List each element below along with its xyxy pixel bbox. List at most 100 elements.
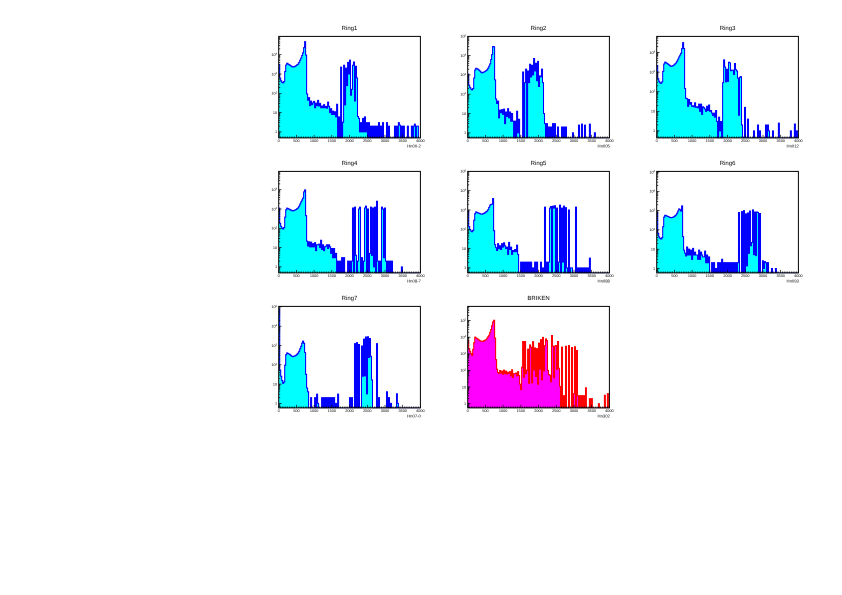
svg-text:2000: 2000	[345, 139, 353, 143]
svg-text:10: 10	[273, 111, 277, 115]
svg-text:105: 105	[460, 169, 466, 173]
svg-text:1500: 1500	[706, 139, 714, 143]
svg-text:103: 103	[271, 72, 277, 76]
svg-text:1500: 1500	[517, 409, 525, 413]
svg-text:500: 500	[482, 274, 488, 278]
svg-text:10: 10	[462, 385, 466, 389]
svg-text:1500: 1500	[328, 139, 336, 143]
svg-text:1: 1	[275, 402, 277, 406]
svg-text:3000: 3000	[381, 139, 389, 143]
svg-text:1: 1	[464, 402, 466, 406]
svg-text:1000: 1000	[310, 139, 318, 143]
svg-text:3000: 3000	[570, 139, 578, 143]
svg-text:103: 103	[271, 207, 277, 211]
svg-text:Hn012: Hn012	[787, 144, 800, 149]
svg-text:102: 102	[460, 92, 466, 96]
svg-text:1: 1	[275, 130, 277, 134]
svg-text:105: 105	[649, 170, 655, 174]
svg-text:3000: 3000	[570, 409, 578, 413]
svg-text:104: 104	[271, 188, 277, 192]
svg-text:1000: 1000	[688, 139, 696, 143]
svg-text:3000: 3000	[759, 139, 767, 143]
svg-text:1500: 1500	[328, 274, 336, 278]
svg-text:1: 1	[464, 131, 466, 135]
svg-text:103: 103	[460, 352, 466, 356]
svg-text:0: 0	[656, 274, 658, 278]
svg-text:0: 0	[278, 409, 280, 413]
svg-text:Hn08-7: Hn08-7	[407, 279, 421, 284]
svg-text:10: 10	[273, 382, 277, 386]
svg-text:500: 500	[293, 409, 299, 413]
svg-text:102: 102	[649, 90, 655, 94]
svg-text:0: 0	[278, 139, 280, 143]
svg-text:500: 500	[293, 139, 299, 143]
svg-text:2500: 2500	[741, 274, 749, 278]
svg-text:Hn00-2: Hn00-2	[407, 144, 421, 149]
svg-text:3500: 3500	[587, 139, 595, 143]
svg-text:1000: 1000	[310, 274, 318, 278]
svg-text:2500: 2500	[363, 409, 371, 413]
svg-text:103: 103	[649, 209, 655, 213]
svg-text:10: 10	[651, 110, 655, 114]
svg-text:102: 102	[271, 363, 277, 367]
svg-text:105: 105	[460, 34, 466, 38]
svg-text:4000: 4000	[605, 409, 613, 413]
svg-text:103: 103	[271, 344, 277, 348]
svg-text:Ring1: Ring1	[342, 25, 358, 32]
svg-text:2500: 2500	[552, 409, 560, 413]
svg-text:10: 10	[273, 246, 277, 250]
svg-text:104: 104	[460, 189, 466, 193]
svg-text:Hn07-0: Hn07-0	[407, 414, 421, 419]
svg-text:3500: 3500	[398, 274, 406, 278]
svg-text:1500: 1500	[517, 274, 525, 278]
svg-text:105: 105	[271, 305, 277, 309]
svg-text:102: 102	[649, 228, 655, 232]
svg-text:4000: 4000	[605, 274, 613, 278]
svg-text:10: 10	[462, 112, 466, 116]
svg-text:500: 500	[293, 274, 299, 278]
svg-text:Ring5: Ring5	[531, 160, 547, 167]
svg-text:103: 103	[460, 208, 466, 212]
svg-text:1000: 1000	[499, 274, 507, 278]
svg-text:500: 500	[482, 409, 488, 413]
svg-text:1000: 1000	[688, 274, 696, 278]
svg-text:0: 0	[467, 139, 469, 143]
svg-text:10: 10	[651, 248, 655, 252]
svg-text:10: 10	[462, 247, 466, 251]
svg-text:2000: 2000	[723, 139, 731, 143]
svg-text:2000: 2000	[534, 274, 542, 278]
svg-text:104: 104	[271, 53, 277, 57]
svg-text:3000: 3000	[381, 274, 389, 278]
svg-text:1500: 1500	[328, 409, 336, 413]
svg-text:0: 0	[467, 409, 469, 413]
svg-text:2500: 2500	[363, 139, 371, 143]
svg-text:3500: 3500	[587, 274, 595, 278]
svg-text:1000: 1000	[310, 409, 318, 413]
svg-text:4000: 4000	[416, 139, 424, 143]
svg-text:102: 102	[271, 226, 277, 230]
svg-text:104: 104	[649, 189, 655, 193]
svg-text:1000: 1000	[499, 139, 507, 143]
svg-text:4000: 4000	[416, 409, 424, 413]
svg-text:104: 104	[460, 335, 466, 339]
svg-text:0: 0	[467, 274, 469, 278]
svg-text:Ring2: Ring2	[531, 25, 547, 32]
svg-text:Hn093: Hn093	[787, 279, 800, 284]
svg-text:3000: 3000	[570, 274, 578, 278]
svg-text:102: 102	[460, 368, 466, 372]
svg-text:4000: 4000	[794, 274, 802, 278]
svg-text:Ring3: Ring3	[720, 25, 736, 32]
svg-text:1000: 1000	[499, 409, 507, 413]
svg-text:104: 104	[271, 324, 277, 328]
svg-text:Hn302: Hn302	[598, 414, 611, 419]
svg-text:4000: 4000	[794, 139, 802, 143]
svg-text:0: 0	[656, 139, 658, 143]
svg-text:1: 1	[653, 129, 655, 133]
svg-text:2000: 2000	[534, 409, 542, 413]
svg-text:Hn088: Hn088	[598, 279, 611, 284]
svg-text:3500: 3500	[776, 274, 784, 278]
svg-text:3500: 3500	[776, 139, 784, 143]
svg-text:102: 102	[271, 91, 277, 95]
svg-text:3000: 3000	[759, 274, 767, 278]
svg-text:4000: 4000	[416, 274, 424, 278]
